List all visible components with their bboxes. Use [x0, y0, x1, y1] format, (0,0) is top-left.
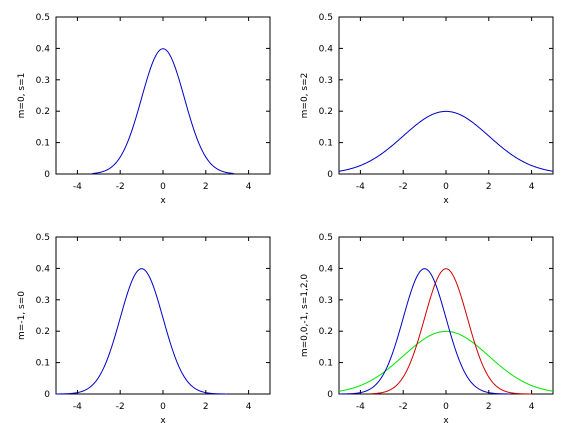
series-line-1: [92, 48, 234, 174]
y-tick-label: 0.1: [36, 139, 50, 149]
x-tick-label: 4: [529, 182, 535, 192]
series-line-1: [338, 330, 554, 392]
y-axis-label: m=-1, s=0: [17, 291, 27, 340]
plot-frame: [55, 16, 271, 175]
panel-3: -4 -2 0 2 4 0 0.1 0.2 0.3 0.4 0.5 x m=-1, s=0: [17, 233, 271, 423]
y-tick-label: 0: [44, 390, 50, 400]
y-tick-label: 0.2: [319, 107, 333, 117]
x-tick-label: 4: [246, 182, 252, 192]
x-axis-label: x: [160, 416, 166, 423]
panel-2: -4 -2 0 2 4 0 0.1 0.2 0.3 0.4 0.5 x m=0, s=2: [300, 13, 554, 206]
y-tick-label: 0.1: [319, 139, 333, 149]
x-tick-label: 4: [529, 402, 535, 412]
x-tick-label: 0: [443, 182, 449, 192]
x-tick-label: -2: [116, 402, 125, 412]
x-axis-label: x: [443, 196, 449, 206]
x-tick-label: -2: [399, 402, 408, 412]
x-tick-label: 2: [203, 402, 209, 412]
y-tick-label: 0.5: [36, 13, 50, 23]
y-axis-label: m=0, s=1: [17, 73, 27, 119]
y-tick-label: 0.3: [319, 76, 333, 86]
x-tick-label: 2: [486, 402, 492, 412]
y-tick-label: 0.5: [319, 233, 333, 243]
y-axis-label: m=0,0,-1, s=1,2,0: [300, 274, 310, 358]
panel-1: -4 -2 0 2 4 0 0.1 0.2 0.3 0.4 0.5 x m=0, s=1: [17, 13, 271, 206]
x-tick-label: -2: [399, 182, 408, 192]
x-axis-label: x: [160, 196, 166, 206]
y-tick-label: 0: [327, 390, 333, 400]
y-axis-label: m=0, s=2: [300, 73, 310, 119]
x-tick-label: 0: [160, 402, 166, 412]
plot-frame: [55, 236, 271, 395]
y-tick-label: 0.5: [319, 13, 333, 23]
x-tick-label: -4: [73, 402, 82, 412]
series-line-1: [338, 110, 554, 172]
x-tick-label: 2: [203, 182, 209, 192]
x-tick-label: -4: [356, 182, 365, 192]
series-line-1: [55, 268, 228, 395]
y-tick-label: 0: [327, 170, 333, 180]
plot-frame: [338, 16, 554, 175]
x-axis-label: x: [443, 416, 449, 423]
y-tick-label: 0.4: [36, 44, 51, 54]
y-tick-label: 0.1: [36, 359, 50, 369]
x-tick-label: 0: [160, 182, 166, 192]
y-tick-label: 0.2: [36, 327, 50, 337]
x-tick-label: 0: [443, 402, 449, 412]
y-tick-label: 0: [44, 170, 50, 180]
y-tick-label: 0.4: [319, 264, 334, 274]
y-tick-label: 0.3: [36, 296, 50, 306]
y-tick-label: 0.2: [319, 327, 333, 337]
x-tick-label: -2: [116, 182, 125, 192]
y-tick-label: 0.3: [319, 296, 333, 306]
y-tick-label: 0.3: [36, 76, 50, 86]
x-tick-label: -4: [356, 402, 365, 412]
y-tick-label: 0.1: [319, 359, 333, 369]
x-tick-label: 2: [486, 182, 492, 192]
series-line-3: [338, 268, 511, 395]
plot-frame: [338, 236, 554, 395]
y-tick-label: 0.4: [36, 264, 51, 274]
y-tick-label: 0.5: [36, 233, 50, 243]
x-tick-label: 4: [246, 402, 252, 412]
x-tick-label: -4: [73, 182, 82, 192]
y-tick-label: 0.2: [36, 107, 50, 117]
y-tick-label: 0.4: [319, 44, 334, 54]
panel-4: -4 -2 0 2 4 0 0.1 0.2 0.3 0.4 0.5 x m=0,0,-1, s=1,2,…: [300, 233, 554, 423]
series-line-2: [371, 268, 532, 395]
